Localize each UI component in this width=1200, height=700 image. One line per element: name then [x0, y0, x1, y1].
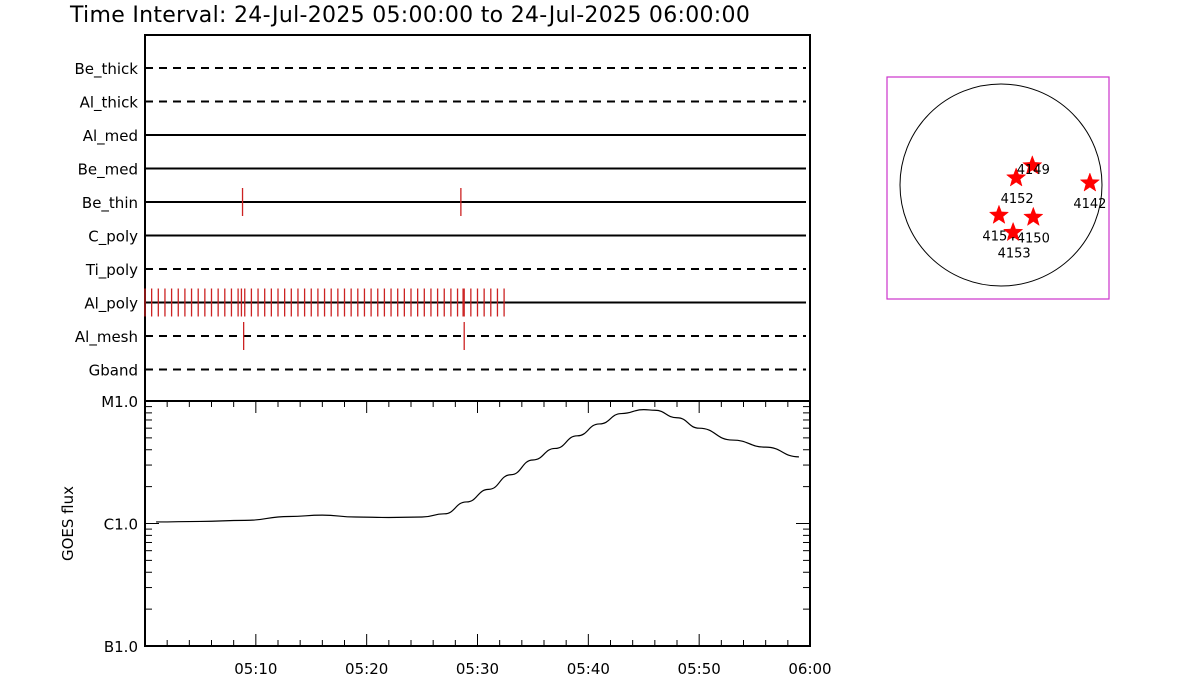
ar-label-4142: 4142	[1073, 197, 1106, 212]
x-tick-label: 06:00	[788, 660, 831, 678]
y-tick-label: C1.0	[104, 516, 138, 534]
chart-title: Time Interval: 24-Jul-2025 05:00:00 to 2…	[70, 3, 751, 28]
ar-label-4153: 4153	[998, 246, 1031, 261]
filter-label-al_mesh: Al_mesh	[75, 328, 138, 347]
ar-marker-4149	[1022, 155, 1043, 175]
ar-marker-4142	[1079, 172, 1101, 192]
solar-limb	[899, 83, 1103, 287]
filter-label-al_thick: Al_thick	[80, 94, 139, 113]
filter-label-be_med: Be_med	[78, 161, 138, 180]
y-tick-label: M1.0	[101, 393, 138, 411]
x-tick-label: 05:30	[456, 660, 499, 678]
y-tick-label: B1.0	[104, 638, 138, 656]
filter-label-al_poly: Al_poly	[84, 295, 138, 314]
ar-marker-4153	[1002, 221, 1024, 242]
ar-label-4152: 4152	[1001, 192, 1034, 207]
goes-flux-line	[156, 409, 799, 523]
ar-label-4150: 4150	[1017, 231, 1050, 246]
x-tick-label: 05:50	[678, 660, 721, 678]
filter-timeline-panel: Be_thick Al_thick Al_med Be_med Be_thin C_pol…	[74, 34, 811, 402]
y-axis-label: GOES flux	[59, 486, 77, 561]
filter-label-be_thin: Be_thin	[82, 194, 138, 213]
x-tick-label: 05:10	[234, 660, 277, 678]
x-tick-label: 05:40	[567, 660, 610, 678]
ar-label-4149: 4149	[1017, 163, 1050, 178]
disk-frame	[886, 76, 1110, 300]
filter-label-be_thick: Be_thick	[74, 60, 138, 79]
ar-marker-4152	[1005, 167, 1027, 187]
timeline-frame	[144, 34, 811, 402]
ar-marker-4150	[1023, 206, 1044, 226]
filter-label-ti_poly: Ti_poly	[85, 261, 138, 280]
x-tick-label: 05:20	[345, 660, 388, 678]
goes-frame	[144, 400, 811, 647]
filter-label-gband: Gband	[89, 362, 138, 380]
filter-label-al_med: Al_med	[83, 127, 138, 146]
filter-label-c_poly: C_poly	[88, 228, 138, 247]
ar-marker-4154	[988, 204, 1010, 224]
goes-flux-panel: B1.0 C1.0 M1.0 GOES flux 05:10 05:20 05:30 05:4…	[59, 393, 832, 678]
